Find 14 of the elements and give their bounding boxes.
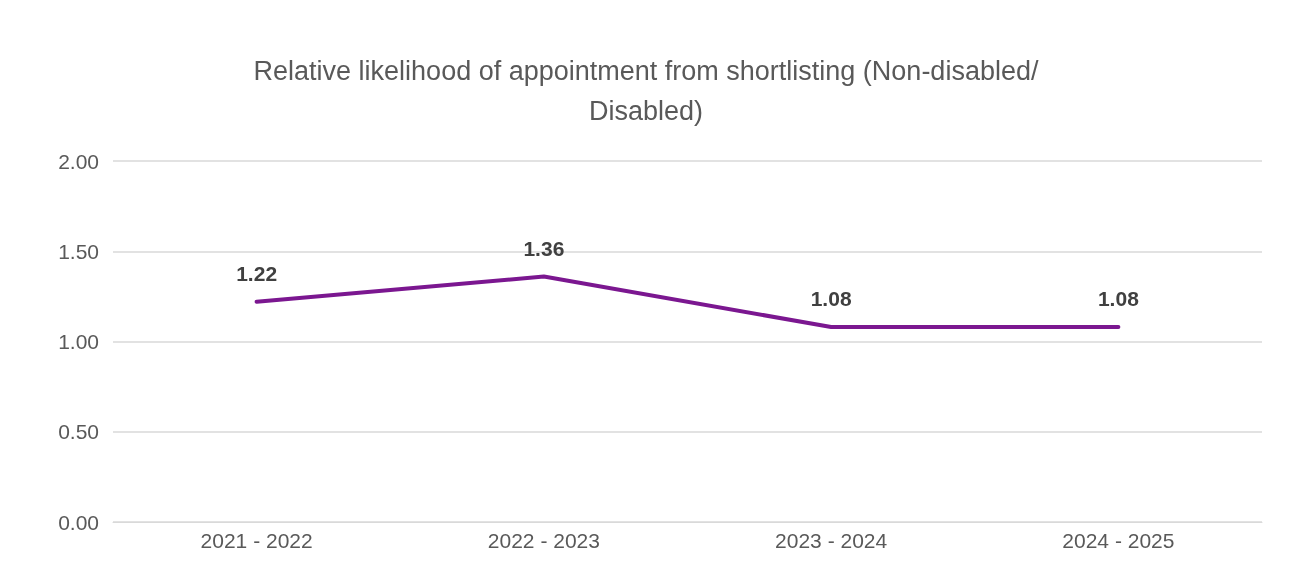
- data-label: 1.08: [810, 287, 852, 311]
- y-tick-label: 0.50: [58, 420, 99, 444]
- y-tick-label: 1.00: [58, 330, 99, 353]
- data-label: 1.36: [523, 236, 565, 260]
- y-tick-label: 1.50: [58, 239, 99, 263]
- x-tick-label: 2023 - 2024: [775, 529, 888, 552]
- x-tick-label: 2024 - 2025: [1062, 529, 1175, 552]
- y-tick-label: 2.00: [58, 149, 99, 173]
- x-tick-label: 2021 - 2022: [200, 529, 313, 552]
- data-label: 1.08: [1097, 287, 1140, 311]
- y-tick-label: 0.00: [58, 510, 99, 534]
- chart-title: Relative likelihood of appointment from shortlisting (Non-disabled/Disabled): [253, 56, 1039, 126]
- data-label: 1.22: [236, 261, 278, 285]
- x-tick-label: 2022 - 2023: [487, 529, 600, 552]
